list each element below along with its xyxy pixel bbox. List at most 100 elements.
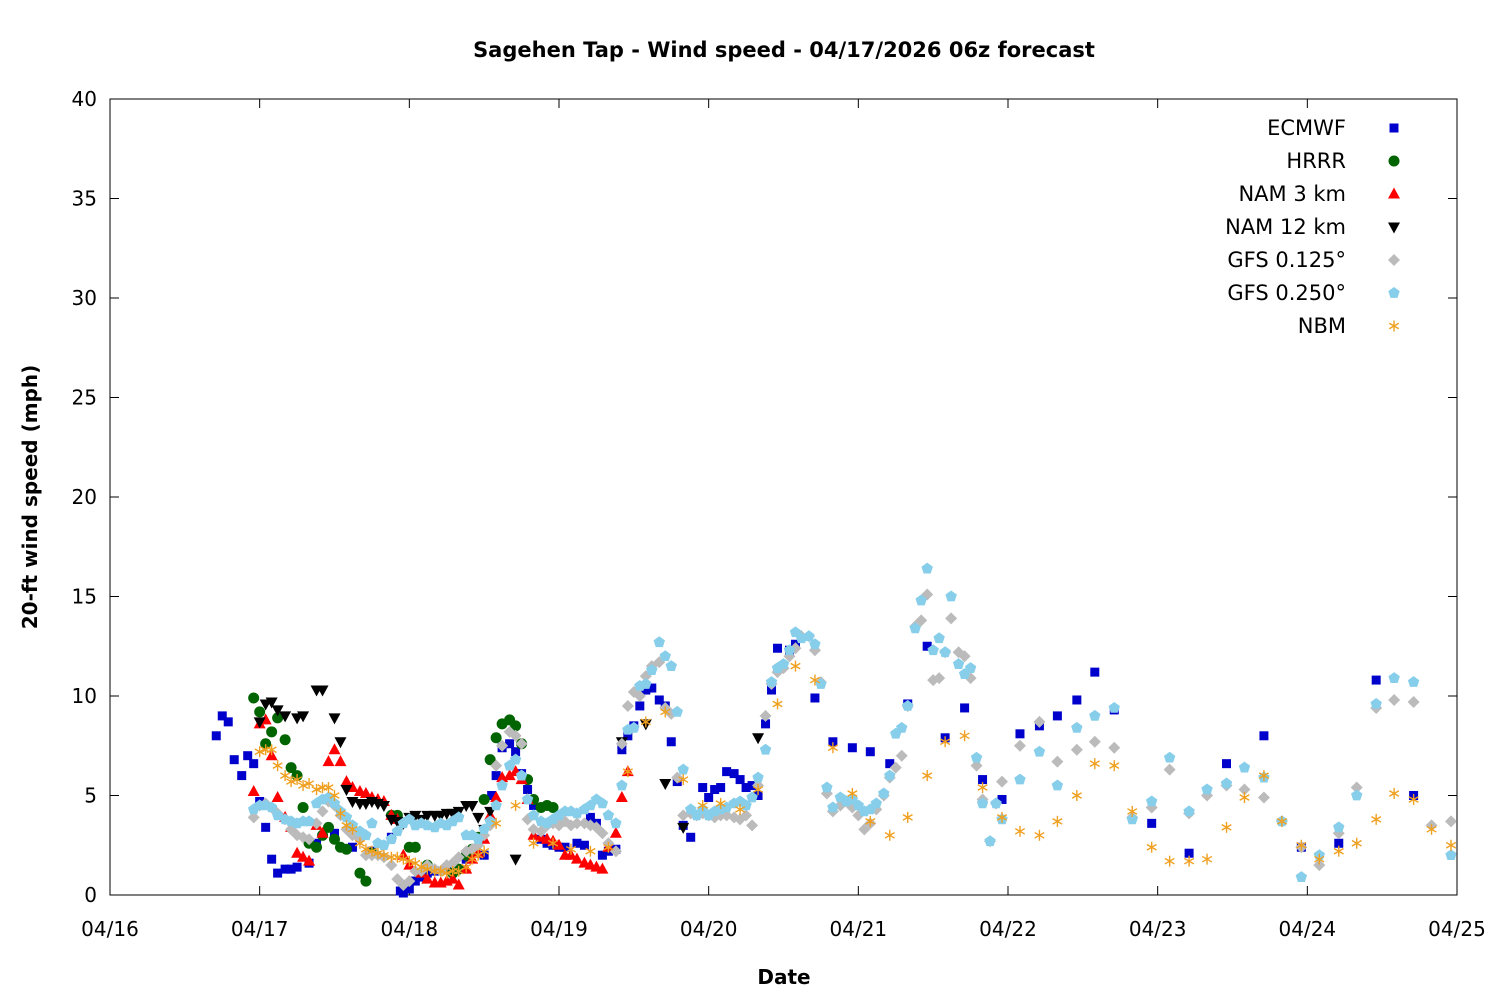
data-point-gfs-0-125 — [609, 845, 622, 858]
data-point-ecmwf — [523, 785, 533, 795]
data-point-ecmwf — [292, 862, 302, 872]
data-point-gfs-0-250 — [610, 817, 622, 829]
y-tick-label: 10 — [72, 684, 97, 708]
data-point-hrrr — [297, 801, 309, 813]
data-point-nam-3-km — [452, 878, 465, 890]
data-point-gfs-0-125 — [1388, 693, 1401, 706]
data-point-gfs-0-250 — [360, 829, 372, 841]
data-point-gfs-0-250 — [596, 797, 609, 809]
data-point-nam-12-km — [265, 697, 278, 709]
data-point-gfs-0-125 — [945, 612, 958, 625]
data-point-ecmwf — [330, 828, 339, 838]
data-point-gfs-0-125 — [1108, 741, 1121, 754]
data-point-gfs-0-125 — [970, 759, 983, 772]
data-point-nam-3-km — [291, 846, 304, 858]
data-point-gfs-0-250 — [1051, 779, 1064, 791]
data-point-ecmwf — [1072, 695, 1082, 705]
data-point-nam-3-km — [303, 854, 316, 866]
data-point-gfs-0-250 — [909, 622, 921, 634]
data-point-ecmwf — [529, 800, 539, 810]
data-point-ecmwf — [511, 747, 521, 757]
data-point-ecmwf — [1259, 731, 1269, 741]
data-point-nbm — [1109, 760, 1120, 772]
legend-marker-ecmwf — [1389, 123, 1399, 133]
data-point-nam-12-km — [297, 711, 310, 723]
data-point-nam-3-km — [271, 790, 284, 802]
data-point-gfs-0-250 — [1089, 709, 1101, 721]
data-point-ecmwf — [1015, 729, 1025, 739]
data-point-nbm — [372, 847, 384, 859]
data-point-gfs-0-250 — [527, 809, 540, 821]
x-axis-label: Date — [757, 965, 810, 989]
data-point-gfs-0-125 — [490, 759, 503, 772]
data-point-nbm — [1071, 790, 1082, 801]
data-point-nbm — [311, 784, 322, 796]
data-point-nam-3-km — [340, 775, 353, 787]
data-point-gfs-0-250 — [915, 594, 927, 606]
data-point-ecmwf — [828, 737, 838, 747]
data-point-ecmwf — [1147, 818, 1157, 828]
legend-marker-gfs-0-125 — [1388, 254, 1400, 266]
data-point-nbm — [1445, 839, 1457, 851]
data-point-nam-12-km — [509, 854, 522, 866]
data-point-gfs-0-125 — [958, 650, 971, 663]
data-point-gfs-0-250 — [945, 590, 957, 602]
data-point-ecmwf — [273, 868, 283, 878]
data-point-nbm — [959, 730, 970, 742]
data-point-gfs-0-250 — [484, 815, 496, 827]
data-point-nbm — [323, 782, 334, 794]
data-point-nam-3-km — [446, 872, 459, 884]
data-point-ecmwf — [753, 791, 763, 800]
data-point-ecmwf — [729, 769, 739, 779]
data-point-ecmwf — [237, 771, 247, 781]
data-point-gfs-0-250 — [1238, 761, 1251, 773]
data-point-gfs-0-125 — [615, 737, 628, 750]
data-point-nbm — [335, 807, 346, 819]
data-point-gfs-0-125 — [515, 737, 528, 750]
data-point-gfs-0-125 — [915, 614, 928, 627]
data-point-nam-12-km — [334, 737, 347, 749]
data-point-gfs-0-250 — [765, 676, 778, 687]
data-point-nbm — [285, 776, 297, 788]
data-point-gfs-0-250 — [1126, 813, 1138, 825]
data-point-ecmwf — [978, 775, 988, 785]
data-point-nam-3-km — [596, 862, 609, 874]
data-point-ecmwf — [654, 695, 664, 705]
data-point-ecmwf — [1371, 675, 1381, 685]
data-point-nbm — [366, 845, 378, 857]
y-tick-label: 40 — [72, 87, 97, 111]
data-point-gfs-0-125 — [1257, 791, 1270, 804]
data-point-gfs-0-250 — [827, 801, 839, 813]
data-point-ecmwf — [487, 791, 497, 800]
data-point-nbm — [266, 744, 277, 756]
x-tick-label: 04/22 — [979, 917, 1037, 941]
legend-label-nam-3-km: NAM 3 km — [1238, 182, 1346, 206]
data-point-gfs-0-250 — [1445, 849, 1457, 861]
data-point-nbm — [1089, 758, 1100, 770]
y-axis-label: 20-ft wind speed (mph) — [18, 365, 42, 630]
data-point-nam-3-km — [359, 787, 372, 799]
data-point-gfs-0-250 — [671, 705, 683, 717]
data-point-gfs-0-125 — [889, 761, 902, 774]
x-tick-label: 04/17 — [231, 917, 289, 941]
data-point-hrrr — [547, 801, 559, 813]
y-tick-label: 0 — [84, 883, 97, 907]
data-point-ecmwf — [572, 838, 582, 848]
data-point-gfs-0-125 — [621, 699, 634, 712]
data-point-nam-3-km — [297, 850, 310, 862]
data-point-nbm — [1258, 770, 1270, 782]
data-point-hrrr — [285, 762, 297, 774]
series-nbm — [254, 660, 1457, 879]
data-point-nam-12-km — [340, 785, 353, 797]
data-point-nbm — [565, 843, 577, 855]
data-point-gfs-0-125 — [759, 709, 772, 722]
data-point-nam-12-km — [253, 717, 266, 729]
data-point-ecmwf — [761, 719, 771, 729]
data-point-nbm — [585, 845, 596, 857]
data-point-nam-12-km — [466, 800, 479, 812]
data-point-ecmwf — [885, 759, 895, 769]
data-point-ecmwf — [1184, 848, 1194, 858]
data-point-nam-3-km — [503, 769, 516, 781]
data-point-ecmwf — [741, 783, 751, 793]
data-point-gfs-0-125 — [403, 875, 416, 888]
